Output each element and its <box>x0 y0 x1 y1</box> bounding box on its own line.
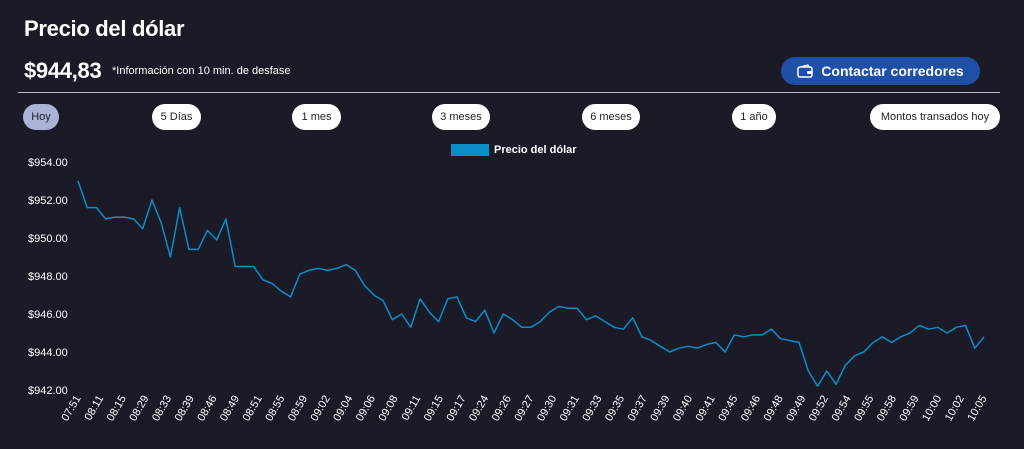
delay-note: *Información con 10 min. de desfase <box>112 65 291 77</box>
x-tick-label: 09:48 <box>762 394 786 424</box>
x-tick-label: 10:05 <box>965 394 989 424</box>
range-tabs: Hoy 5 Días 1 mes 3 meses 6 meses 1 año M… <box>0 104 1024 130</box>
x-tick-label: 09:45 <box>716 394 740 424</box>
page-title: Precio del dólar <box>24 16 185 41</box>
x-tick-label: 09:31 <box>558 394 582 424</box>
x-tick-label: 09:49 <box>784 394 808 424</box>
x-tick-label: 08:15 <box>105 394 129 424</box>
x-tick-label: 09:27 <box>512 394 536 424</box>
tab-hoy[interactable]: Hoy <box>23 104 59 130</box>
x-tick-label: 09:37 <box>626 394 650 424</box>
x-tick-label: 08:46 <box>195 394 219 424</box>
x-tick-label: 07:51 <box>59 394 83 424</box>
contact-brokers-button[interactable]: Contactar corredores <box>781 57 980 85</box>
price-chart: Precio del dólar $942.00$944.00$946.00$9… <box>28 144 990 424</box>
x-tick-label: 09:52 <box>807 394 831 424</box>
tab-montos-transados-hoy[interactable]: Montos transados hoy <box>870 104 1000 130</box>
tab-1-mes[interactable]: 1 mes <box>292 104 341 130</box>
y-tick-label: $952.00 <box>28 195 68 207</box>
x-tick-label: 09:08 <box>377 394 401 424</box>
y-tick-label: $948.00 <box>28 271 68 283</box>
x-tick-label: 09:40 <box>671 394 695 424</box>
x-tick-label: 09:55 <box>852 394 876 424</box>
x-axis: 07:5108:1108:1508:2908:3308:3908:4608:49… <box>59 394 989 424</box>
x-tick-label: 09:46 <box>739 394 763 424</box>
series-line-precio-del-dolar <box>77 180 985 387</box>
tab-3-meses[interactable]: 3 meses <box>432 104 490 130</box>
chart-legend: Precio del dólar <box>451 144 577 156</box>
x-tick-label: 08:39 <box>173 394 197 424</box>
y-tick-label: $944.00 <box>28 347 68 359</box>
header-divider <box>18 92 1000 93</box>
x-tick-label: 09:33 <box>580 394 604 424</box>
x-tick-label: 09:54 <box>830 394 854 424</box>
x-tick-label: 08:49 <box>218 394 242 424</box>
y-tick-label: $946.00 <box>28 309 68 321</box>
x-tick-label: 09:58 <box>875 394 899 424</box>
x-tick-label: 10:02 <box>943 394 967 424</box>
y-tick-label: $950.00 <box>28 233 68 245</box>
tab-5-dias[interactable]: 5 Días <box>152 104 201 130</box>
x-tick-label: 09:04 <box>331 394 355 424</box>
x-tick-label: 09:15 <box>422 394 446 424</box>
x-tick-label: 08:55 <box>263 394 287 424</box>
legend-label: Precio del dólar <box>494 144 577 156</box>
x-tick-label: 09:39 <box>648 394 672 424</box>
x-tick-label: 09:30 <box>535 394 559 424</box>
x-tick-label: 09:41 <box>694 394 718 424</box>
legend-swatch <box>451 144 489 156</box>
x-tick-label: 08:59 <box>286 394 310 424</box>
x-tick-label: 08:33 <box>150 394 174 424</box>
x-tick-label: 09:26 <box>490 394 514 424</box>
y-tick-label: $942.00 <box>28 385 68 397</box>
x-tick-label: 08:11 <box>82 394 106 423</box>
x-tick-label: 09:59 <box>897 394 921 424</box>
x-tick-label: 08:51 <box>241 394 265 424</box>
x-tick-label: 09:06 <box>354 394 378 424</box>
x-tick-label: 09:24 <box>467 394 491 424</box>
y-tick-label: $954.00 <box>28 157 68 169</box>
x-tick-label: 09:11 <box>400 394 424 423</box>
y-axis: $942.00 $944.00 $946.00 $948.00 $950.00 $952.… <box>28 157 68 397</box>
wallet-icon <box>797 64 814 78</box>
x-tick-label: 09:35 <box>603 394 627 424</box>
x-tick-label: 09:17 <box>444 394 468 424</box>
x-tick-label: 09:02 <box>309 394 333 424</box>
x-tick-label: 10:00 <box>920 394 944 424</box>
tab-6-meses[interactable]: 6 meses <box>582 104 640 130</box>
current-price: $944,83 <box>24 58 102 83</box>
contact-brokers-label: Contactar corredores <box>821 63 964 79</box>
x-tick-label: 08:29 <box>127 394 151 424</box>
tab-1-ano[interactable]: 1 año <box>732 104 776 130</box>
